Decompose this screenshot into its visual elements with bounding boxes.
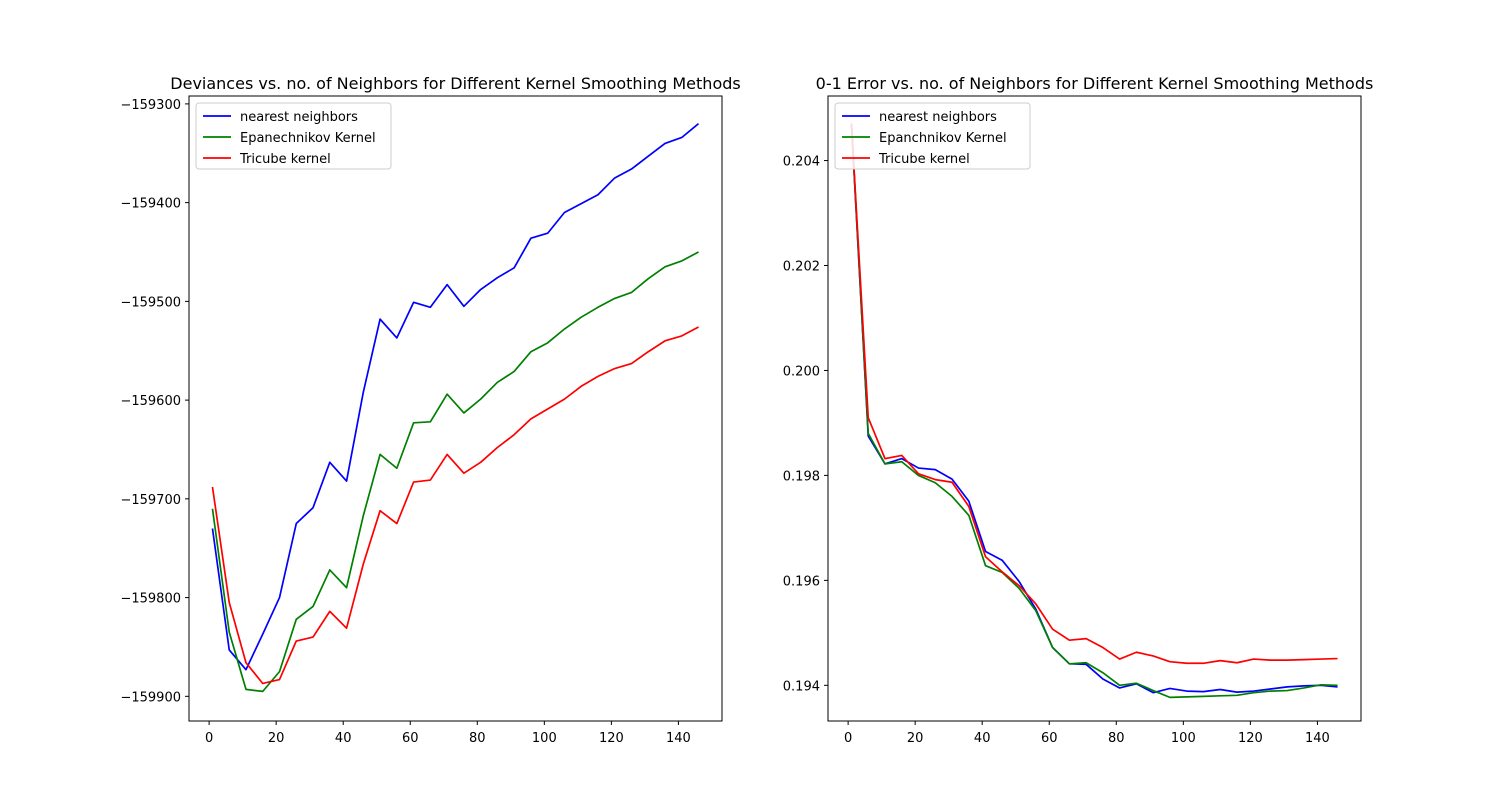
error-chart-series-line-epanchnikov-kernel bbox=[850, 123, 1338, 699]
deviance-chart-title: Deviances vs. no. of Neighbors for Diffe… bbox=[170, 74, 740, 93]
deviance-chart-x-tick-label: 20 bbox=[268, 731, 285, 746]
error-chart-y-tick-label: 0.194 bbox=[783, 679, 820, 694]
error-chart-legend-label: Epanchnikov Kernel bbox=[879, 131, 1007, 146]
deviance-chart-series-line-nearest-neighbors bbox=[211, 122, 700, 671]
deviance-chart-series bbox=[211, 122, 700, 693]
error-chart-x-tick-label: 40 bbox=[974, 731, 991, 746]
error-chart-series bbox=[850, 123, 1338, 699]
deviance-chart-legend-box bbox=[195, 102, 392, 170]
error-chart-legend-label: Tricube kernel bbox=[878, 152, 970, 167]
error-chart-ticks: 0 20 40 60 80 100 120 140 0.194 0.196 0.198 0.200 0.… bbox=[783, 155, 1330, 746]
error-chart-y-tick-label: 0.200 bbox=[783, 364, 820, 379]
error-chart-y-tick-label: 0.204 bbox=[783, 155, 820, 170]
deviance-chart-y-tick-label: −159800 bbox=[120, 592, 181, 607]
deviance-chart-series-line-epanechnikov-kernel bbox=[211, 251, 699, 693]
deviance-chart-legend: nearest neighbors Epanechnikov Kernel Tric… bbox=[195, 102, 392, 170]
error-chart-y-tick-label: 0.198 bbox=[783, 469, 820, 484]
deviance-chart-legend-label: Epanechnikov Kernel bbox=[240, 131, 376, 146]
deviance-chart-x-tick-label: 80 bbox=[469, 731, 486, 746]
error-chart-x-tick-label: 0 bbox=[844, 731, 852, 746]
deviance-chart-y-tick-label: −159300 bbox=[120, 98, 181, 113]
error-chart-legend: nearest neighbors Epanchnikov Kernel Tricu… bbox=[834, 102, 1031, 170]
deviance-chart-y-tick-label: −159600 bbox=[120, 394, 181, 409]
deviance-chart-legend-label: nearest neighbors bbox=[240, 110, 358, 125]
error-chart-title: 0-1 Error vs. no. of Neighbors for Diffe… bbox=[816, 74, 1374, 93]
deviance-chart-x-tick-label: 120 bbox=[599, 731, 624, 746]
deviance-chart-axes-frame bbox=[188, 95, 723, 722]
error-chart-legend-label: nearest neighbors bbox=[879, 110, 997, 125]
deviance-chart-x-tick-label: 0 bbox=[205, 731, 213, 746]
deviance-chart-legend-label: Tricube kernel bbox=[239, 152, 331, 167]
deviance-chart-series-line-tricube-kernel bbox=[211, 326, 699, 685]
error-chart-x-tick-label: 140 bbox=[1305, 731, 1330, 746]
deviance-chart-x-tick-label: 100 bbox=[532, 731, 557, 746]
error-chart-series-line-tricube-kernel bbox=[850, 123, 1338, 665]
error-chart-y-tick-label: 0.202 bbox=[783, 260, 820, 275]
deviance-chart-x-tick-label: 40 bbox=[335, 731, 352, 746]
deviance-chart-y-tick-label: −159500 bbox=[120, 295, 181, 310]
deviance-chart-y-tick-label: −159400 bbox=[120, 197, 181, 212]
deviance-chart-y-tick-label: −159900 bbox=[120, 690, 181, 705]
error-chart-series-line-nearest-neighbors bbox=[850, 123, 1338, 694]
error-chart-x-tick-label: 120 bbox=[1238, 731, 1263, 746]
error-chart-legend-box bbox=[834, 102, 1031, 170]
deviance-chart-y-tick-label: −159700 bbox=[120, 493, 181, 508]
error-chart-x-tick-label: 100 bbox=[1171, 731, 1196, 746]
deviance-chart: Deviances vs. no. of Neighbors for Diffe… bbox=[120, 74, 740, 746]
error-chart-x-tick-label: 80 bbox=[1108, 731, 1125, 746]
error-chart-y-tick-label: 0.196 bbox=[783, 574, 820, 589]
error-chart-axes-frame bbox=[827, 95, 1362, 722]
deviance-chart-x-tick-label: 140 bbox=[666, 731, 691, 746]
error-chart: 0-1 Error vs. no. of Neighbors for Diffe… bbox=[783, 74, 1374, 746]
deviance-chart-x-tick-label: 60 bbox=[402, 731, 419, 746]
deviance-chart-ticks: 0 20 40 60 80 100 120 140 −159900 −159800 −159700 −… bbox=[120, 98, 690, 746]
error-chart-x-tick-label: 20 bbox=[907, 731, 924, 746]
error-chart-x-tick-label: 60 bbox=[1041, 731, 1058, 746]
